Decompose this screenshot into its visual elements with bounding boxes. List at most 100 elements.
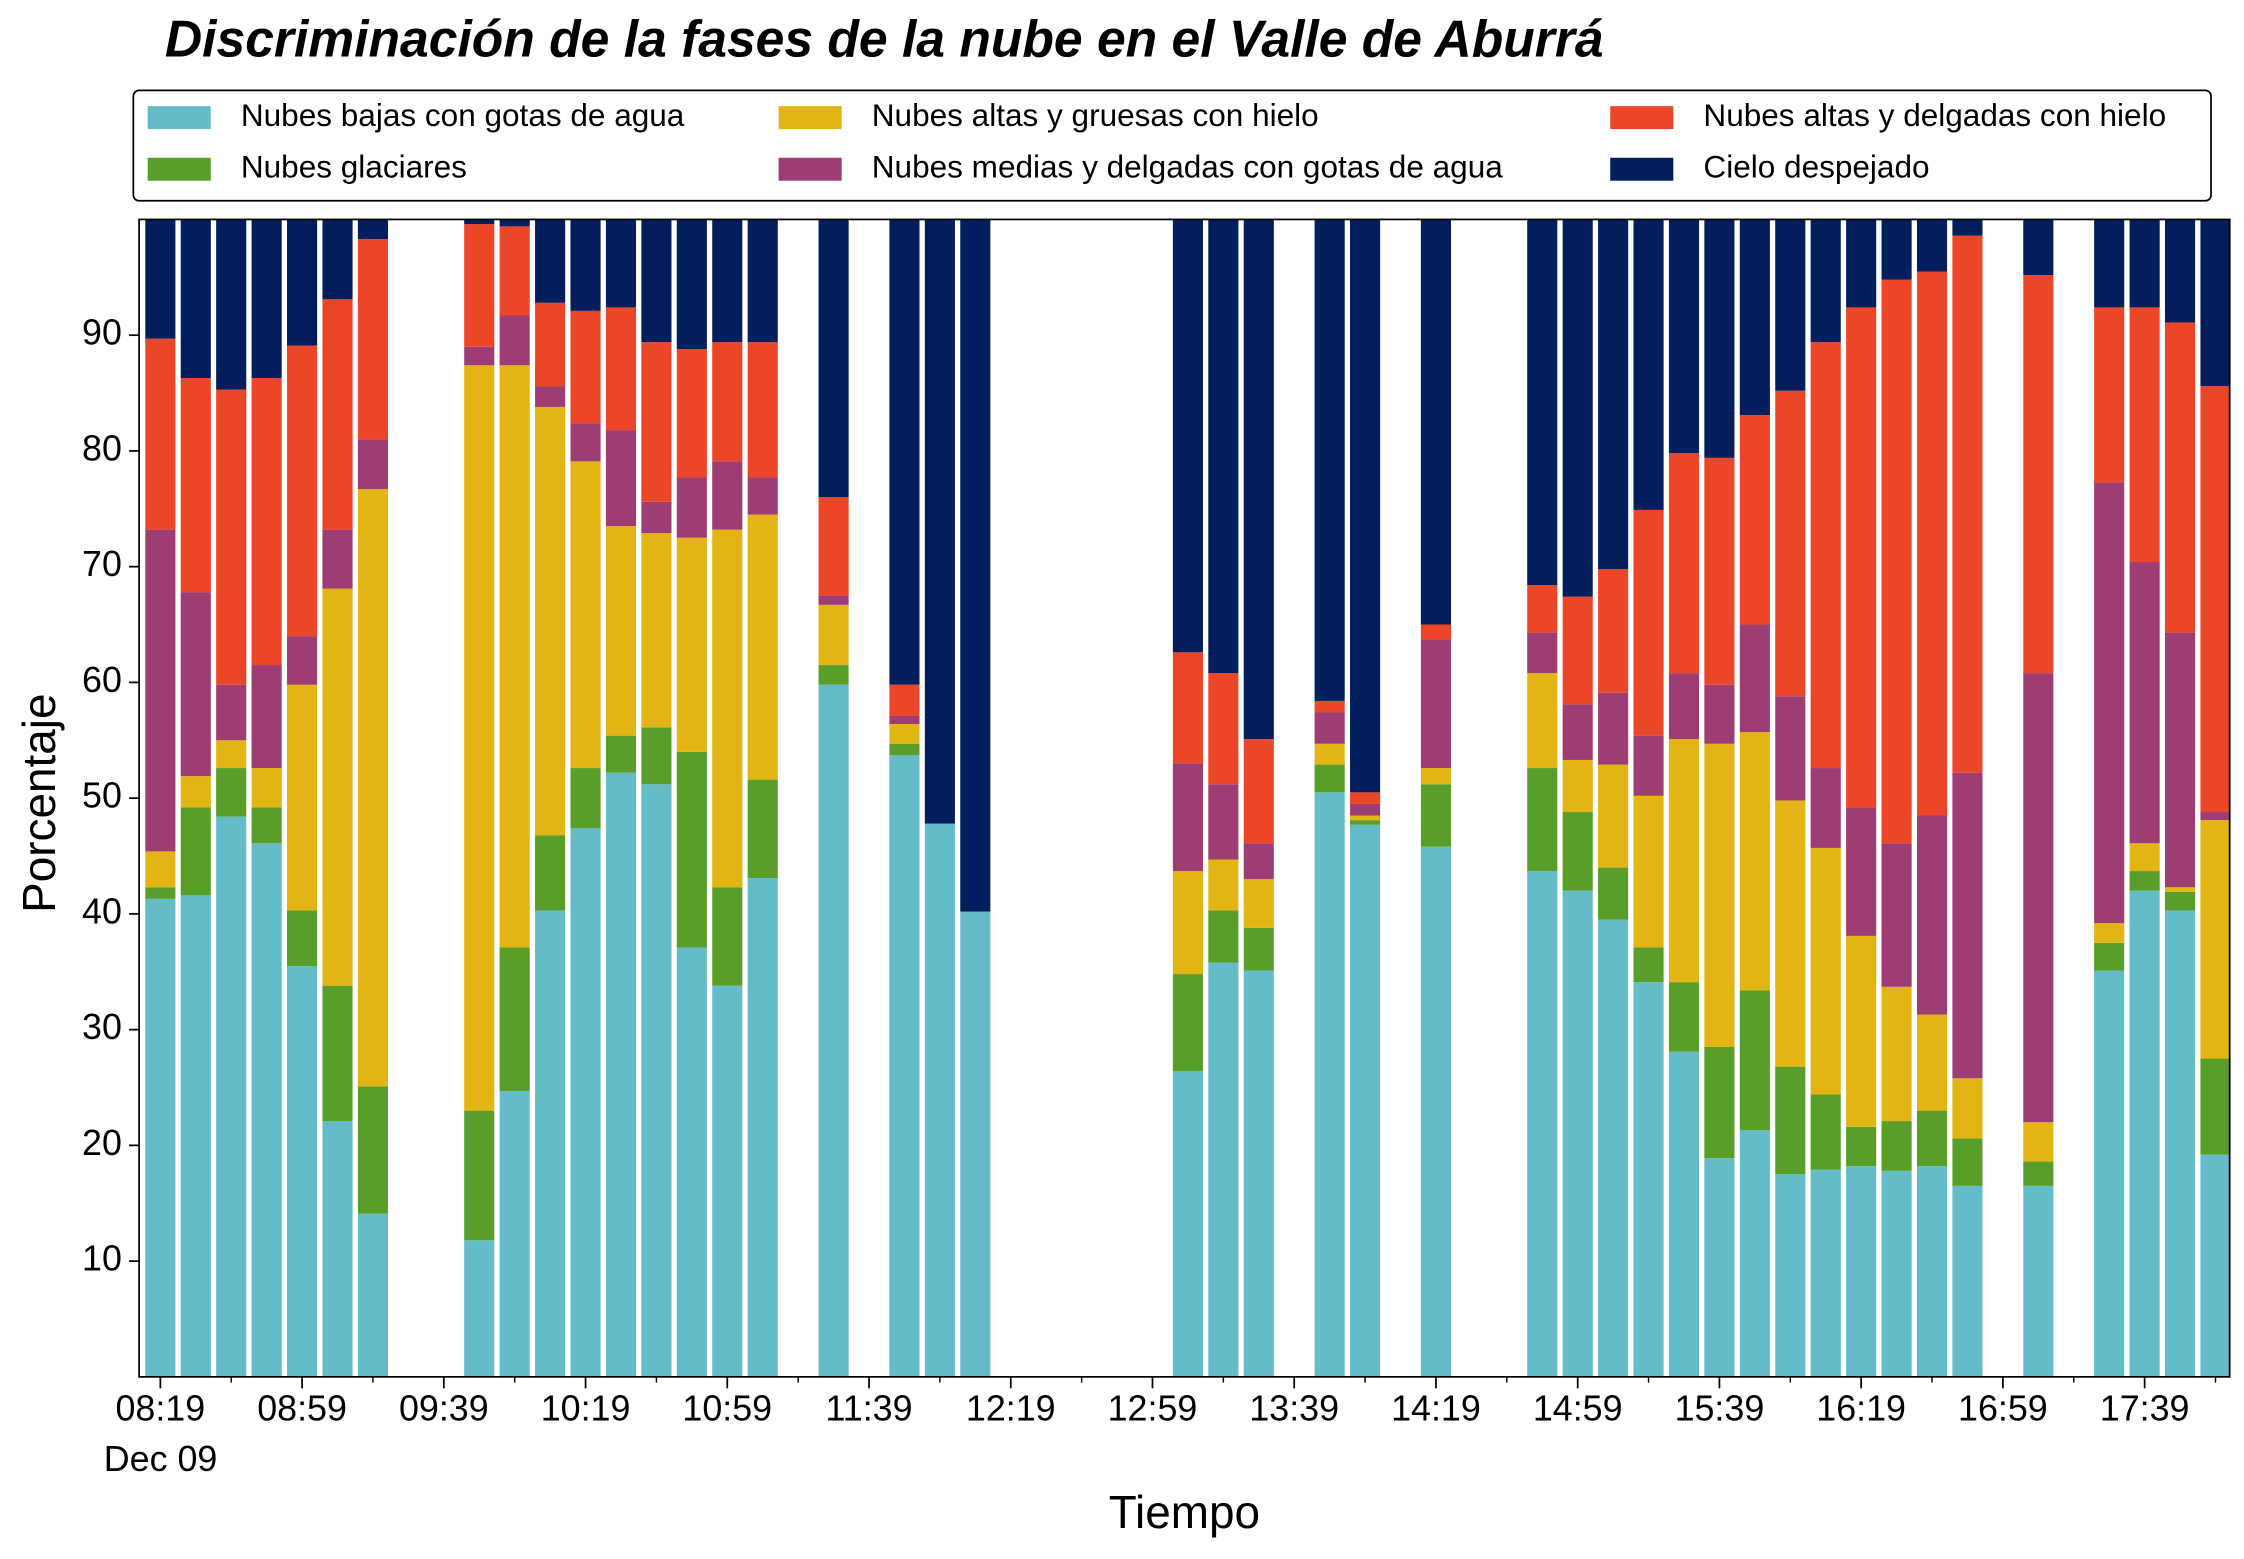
bar-segment [499,1090,530,1377]
bar-segment [1775,1174,1806,1377]
bar-segment [2129,890,2160,1377]
bar-segment [287,636,318,685]
bar-segment [1350,815,1381,821]
legend-frame [132,89,2212,202]
bar-segment [216,219,247,390]
bar-segment [747,342,778,478]
bar-segment [216,389,247,685]
bar-segment [464,1240,495,1377]
bar-segment [1952,235,1983,773]
legend-swatch [1610,157,1674,181]
bar-segment [1172,652,1203,764]
bar-segment [1243,927,1274,971]
bar-segment [322,219,353,300]
legend-swatch [1610,106,1674,130]
legend-label: Nubes altas y delgadas con hielo [1703,97,2166,133]
bar-segment [499,226,530,316]
bar-segment [1172,219,1203,653]
bar-segment [889,755,920,1377]
bar-segment [641,727,672,785]
bar-segment [712,529,743,888]
bar-segment [2129,562,2160,844]
legend-swatch [778,157,842,181]
bar-segment [1172,763,1203,872]
bar-segment [1420,768,1452,785]
bar-segment [570,310,601,424]
bar-segment [251,768,282,808]
bar-segment [570,219,601,311]
bar-segment [180,807,211,896]
x-tick-label: 12:59 [1108,1389,1198,1429]
bar-segment [889,724,920,744]
bar-segment [924,823,955,1377]
bar-segment [145,851,176,888]
bar-segment [641,784,672,1377]
bar-segment [1846,1166,1877,1377]
bar-segment [1846,935,1877,1127]
bar-segment [180,776,211,808]
bar-segment [1810,768,1841,848]
bar-segment [960,219,991,912]
bar-segment [1846,807,1877,936]
bar-segment [1633,219,1664,510]
bar-segment [1350,820,1381,825]
bar-segment [2200,219,2231,387]
y-tick-label: 70 [82,544,122,584]
bar-segment [818,595,849,605]
bar-segment [251,843,282,1377]
bar-segment [676,537,707,752]
bar-segment [2023,1185,2054,1377]
bar-segment [889,743,920,756]
bar-segment [2023,673,2054,1123]
bar-segment [1775,1066,1806,1175]
bar-segment [1810,342,1841,769]
bar-segment [1916,1110,1948,1167]
bar-segment [357,439,389,490]
x-tick-label: 08:19 [115,1389,205,1429]
x-tick-label: 14:19 [1391,1389,1481,1429]
x-tick-label: 16:59 [1958,1389,2048,1429]
bar-segment [287,965,318,1377]
bar-segment [1314,743,1345,765]
bar-segment [499,947,530,1091]
bar-segment [499,219,530,227]
bar-segment [1208,219,1239,674]
bar-segment [2200,812,2231,821]
bar-segment [712,342,743,462]
bar-segment [145,887,176,899]
bar-segment [1739,990,1770,1131]
bar-segment [747,477,778,515]
bar-segment [1598,219,1629,569]
bar-segment [747,878,778,1377]
bar-segment [1598,764,1629,868]
bar-segment [322,588,353,986]
bar-segment [1172,974,1203,1072]
bar-segment [357,219,389,240]
bar-segment [2200,820,2231,1059]
bar-segment [818,604,849,666]
legend-label: Cielo despejado [1703,149,1929,185]
bar-segment [1350,803,1381,816]
bar-segment [2094,942,2125,971]
bar-segment [322,299,353,530]
bar-segment [1527,632,1558,674]
x-sublabel: Dec 09 [104,1439,218,1479]
bar-segment [357,489,389,1087]
bar-segment [357,1086,389,1214]
bar-segment [357,1213,389,1377]
bar-segment [712,219,743,343]
y-tick-label: 20 [82,1123,122,1163]
bar-segment [570,768,601,829]
bar-segment [1881,1170,1912,1377]
bar-segment [1598,568,1629,693]
bar-segment [1527,673,1558,769]
bar-segment [1916,219,1948,272]
bar-segment [641,219,672,343]
bar-segment [1881,986,1912,1122]
bar-segment [1952,219,1983,236]
y-tick-label: 80 [82,428,122,468]
bar-segment [818,684,849,1377]
bar-segment [676,947,707,1377]
bar-segment [1668,1051,1700,1377]
